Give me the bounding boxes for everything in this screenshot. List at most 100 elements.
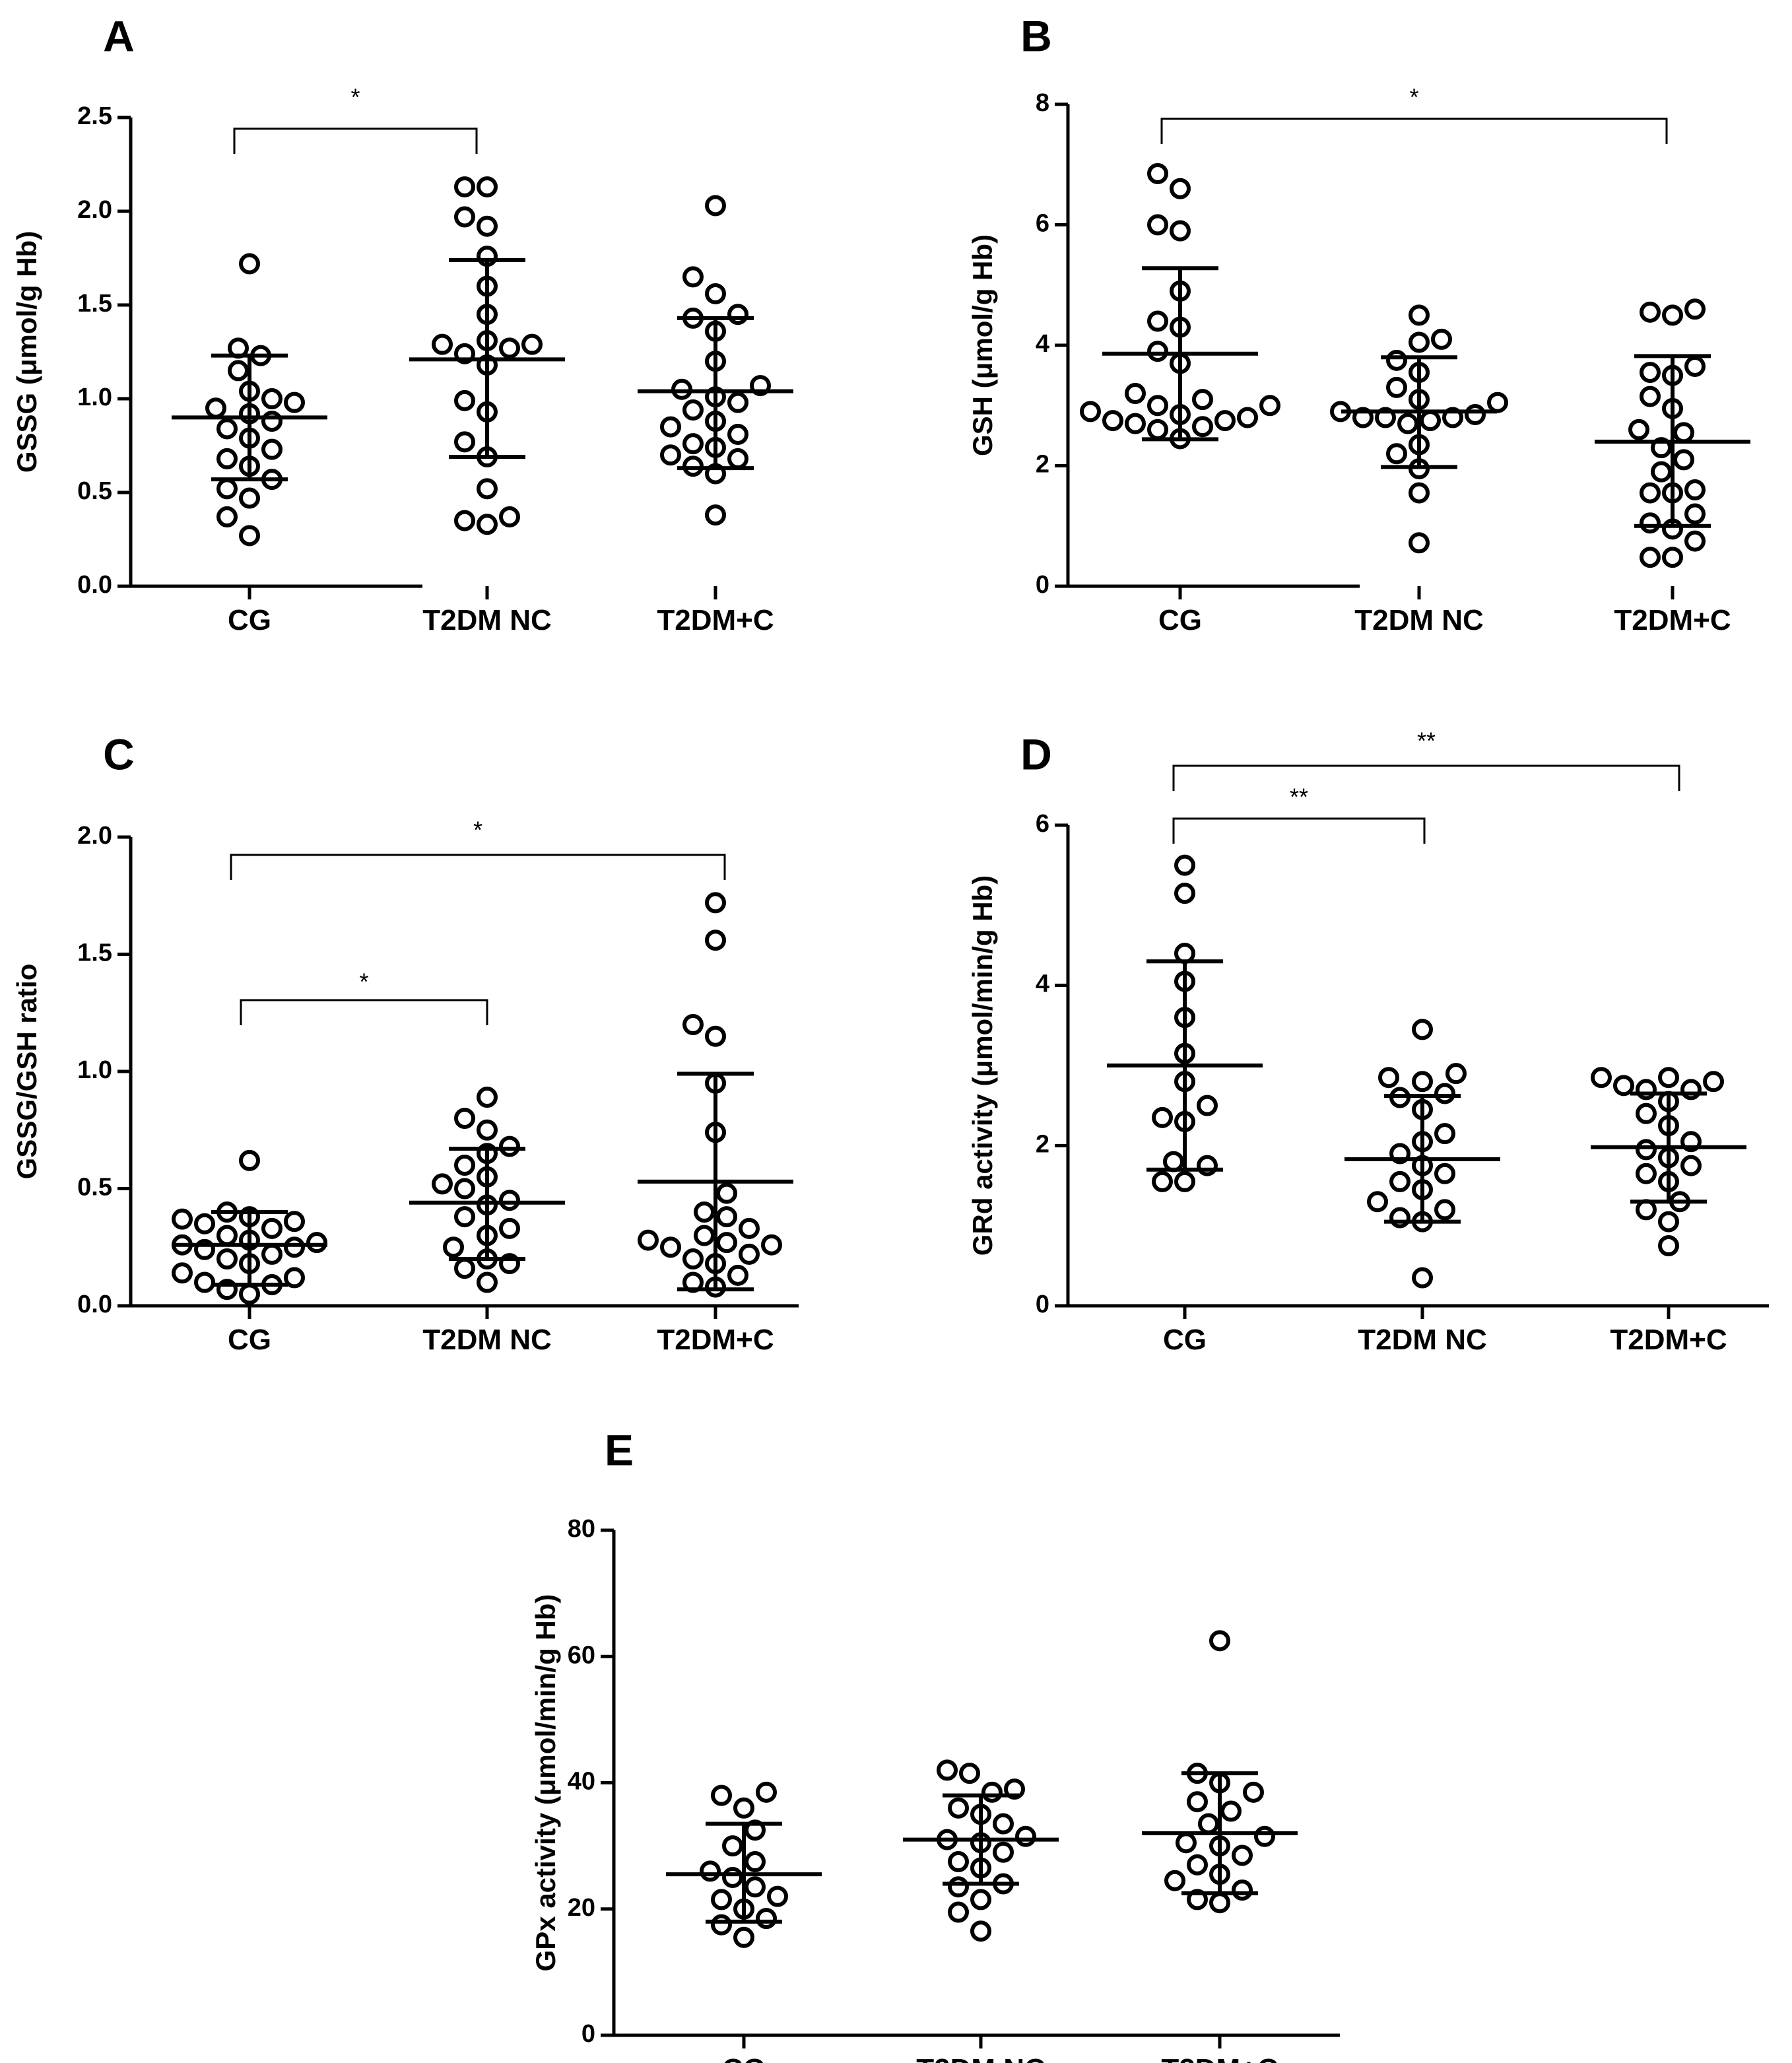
- y-axis-title: GPx activity (μmol/min/g Hb): [530, 1594, 561, 1972]
- data-point: [216, 448, 238, 469]
- group-t2dm-c: [1591, 1067, 1746, 1256]
- group-t2dm-nc: [409, 1087, 565, 1293]
- data-point: [694, 1201, 715, 1223]
- x-tick-label: CG: [228, 1324, 271, 1356]
- data-point: [1640, 301, 1661, 323]
- y-tick-label: 4: [1036, 970, 1049, 998]
- x-tick-label: T2DM NC: [1354, 604, 1484, 636]
- data-point: [432, 1173, 453, 1195]
- data-point: [239, 525, 260, 547]
- y-tick-label: 2: [1036, 1130, 1049, 1158]
- data-point: [1465, 403, 1486, 425]
- significance-label: *: [1409, 84, 1418, 111]
- data-point: [761, 1234, 782, 1256]
- data-point: [443, 1236, 464, 1258]
- data-point: [1409, 304, 1430, 326]
- data-point: [1147, 214, 1168, 236]
- data-point: [454, 1206, 475, 1228]
- y-tick-label: 1.0: [77, 1056, 112, 1084]
- data-point: [722, 1835, 743, 1857]
- data-point: [1147, 310, 1168, 332]
- data-point: [454, 176, 475, 198]
- data-point: [1187, 1889, 1208, 1911]
- data-point: [454, 1108, 475, 1129]
- data-point: [1232, 1844, 1253, 1866]
- data-point: [638, 1229, 659, 1251]
- data-point: [705, 930, 726, 951]
- data-point: [1409, 482, 1430, 504]
- data-point: [1192, 416, 1213, 438]
- data-point: [993, 1813, 1014, 1835]
- data-point: [1658, 1067, 1679, 1089]
- panel-letter: E: [605, 1425, 634, 1474]
- group-t2dm-nc: [1330, 304, 1508, 554]
- data-point: [948, 1901, 969, 1923]
- group-t2dm-nc: [903, 1759, 1059, 1942]
- panel-letter: B: [1020, 11, 1052, 60]
- x-tick-label: T2DM+C: [657, 1324, 774, 1356]
- data-point: [959, 1763, 980, 1784]
- data-point: [172, 1262, 193, 1284]
- data-point: [1147, 419, 1168, 440]
- data-point: [454, 389, 475, 411]
- data-point: [1431, 328, 1452, 350]
- group-cg: [172, 253, 327, 547]
- x-tick-label: T2DM NC: [422, 1324, 552, 1356]
- x-tick-label: T2DM NC: [422, 604, 552, 636]
- data-point: [1684, 503, 1706, 525]
- data-point: [1125, 383, 1146, 404]
- data-point: [1214, 410, 1236, 432]
- data-point: [716, 1232, 737, 1254]
- data-point: [1673, 422, 1694, 444]
- data-point: [682, 266, 704, 288]
- data-point: [216, 506, 238, 527]
- data-point: [1232, 1879, 1253, 1901]
- panel-e: E 0 20 40 60 80 GPx activity (μmol/min/g Hb) CG…: [530, 1425, 1340, 2063]
- data-point: [1640, 512, 1661, 534]
- data-point: [727, 423, 748, 445]
- data-point: [216, 418, 238, 440]
- data-point: [1636, 1079, 1657, 1100]
- y-tick-label: 0: [1036, 571, 1049, 599]
- significance-label: **: [1290, 784, 1308, 811]
- data-point: [454, 1258, 475, 1279]
- data-point: [454, 431, 475, 453]
- panel-c: C 0.0 0.5 1.0 1.5 2.0 GSSG/GSH ratio CG T2DM NC T…: [11, 729, 799, 1356]
- panel-letter: C: [103, 729, 135, 778]
- data-point: [682, 1014, 704, 1035]
- data-point: [284, 1236, 305, 1258]
- data-point: [499, 1217, 520, 1239]
- data-point: [1658, 1211, 1679, 1233]
- data-point: [239, 487, 260, 509]
- data-point: [205, 397, 226, 419]
- data-point: [239, 1283, 260, 1305]
- data-point: [454, 206, 475, 228]
- bracket-line: [240, 999, 488, 1025]
- data-point: [1176, 1832, 1197, 1854]
- x-tick-label: CG: [1163, 1324, 1207, 1356]
- x-tick-label: T2DM NC: [916, 2053, 1045, 2063]
- y-tick-label: 0: [1036, 1291, 1049, 1318]
- data-point: [216, 478, 238, 500]
- data-point: [216, 1225, 238, 1246]
- data-point: [1651, 461, 1672, 483]
- data-point: [1684, 298, 1706, 320]
- y-tick-label: 0: [581, 2020, 595, 2048]
- data-point: [1662, 547, 1683, 568]
- data-point: [970, 1920, 991, 1942]
- y-tick-label: 1.0: [77, 384, 112, 411]
- data-point: [1673, 449, 1694, 471]
- data-point: [1703, 1071, 1724, 1093]
- data-point: [1174, 854, 1195, 876]
- panel-b: B 0 2 4 6 8 GSH (μmol/g Hb) CG T2DM NC T2DM+C *: [967, 11, 1750, 636]
- data-point: [454, 510, 475, 531]
- data-point: [228, 360, 249, 382]
- group-t2dm-c: [638, 892, 793, 1298]
- bracket-line: [1172, 817, 1426, 844]
- data-point: [767, 1885, 788, 1907]
- data-point: [1174, 943, 1195, 964]
- data-point: [1147, 162, 1168, 184]
- y-tick-label: 0.5: [77, 477, 112, 505]
- data-point: [711, 1889, 732, 1911]
- significance-label: *: [473, 817, 482, 844]
